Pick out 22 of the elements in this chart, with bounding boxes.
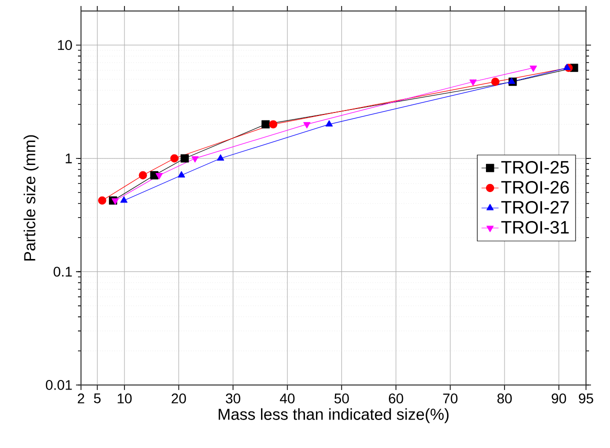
y-tick-label: 10 (58, 40, 72, 50)
x-tick-label: 90 (552, 394, 566, 404)
x-tick-label: 80 (497, 394, 512, 404)
y-tick-label: 0.1 (54, 266, 72, 277)
y-tick-label: 0.01 (46, 380, 72, 390)
y-axis-title: Particle size (mm) (24, 135, 38, 260)
legend-label: TROI-26 (501, 180, 569, 194)
x-tick-label: 5 (94, 394, 101, 404)
x-tick-label: 40 (280, 394, 295, 404)
legend-label: TROI-25 (501, 160, 569, 174)
legend-label: TROI-27 (501, 200, 569, 214)
legend-label: TROI-31 (501, 220, 569, 234)
y-tick-label: 1 (66, 154, 72, 164)
x-tick-label: 95 (578, 394, 594, 404)
x-tick-label: 50 (334, 394, 349, 404)
x-tick-label: 30 (226, 394, 240, 404)
x-tick-label: 2 (78, 394, 84, 404)
x-tick-label: 60 (388, 394, 404, 404)
x-tick-label: 10 (118, 394, 132, 404)
x-axis-title: Mass less than indicated size(%) (218, 408, 449, 424)
x-tick-label: 20 (172, 394, 186, 404)
x-tick-label: 70 (443, 394, 458, 404)
